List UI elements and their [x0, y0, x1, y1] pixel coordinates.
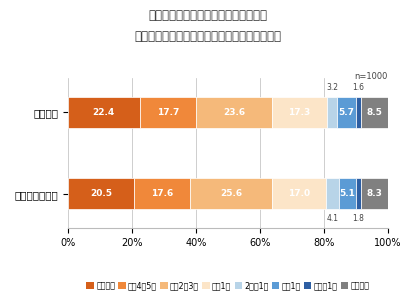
- Text: 17.0: 17.0: [288, 189, 310, 198]
- Text: 22.4: 22.4: [93, 108, 115, 117]
- Text: 3.2: 3.2: [326, 83, 338, 92]
- Bar: [339, 178, 356, 209]
- Text: 1.6: 1.6: [352, 83, 364, 92]
- Bar: [361, 97, 388, 128]
- Text: 23.6: 23.6: [223, 108, 245, 117]
- Bar: [68, 97, 140, 128]
- Text: 8.3: 8.3: [367, 189, 383, 198]
- Bar: [190, 178, 272, 209]
- Text: 17.7: 17.7: [157, 108, 179, 117]
- Text: 4.1: 4.1: [327, 214, 339, 223]
- Bar: [356, 97, 361, 128]
- Legend: ほぼ毎日, 週に4・5日, 週に2・3日, 週に1日, 2週に1日, 月に1日, 半年に1日, それ以下: ほぼ毎日, 週に4・5日, 週に2・3日, 週に1日, 2週に1日, 月に1日,…: [86, 281, 370, 290]
- Bar: [196, 97, 272, 128]
- Bar: [362, 178, 388, 209]
- Bar: [356, 178, 362, 209]
- Text: 25.6: 25.6: [220, 189, 242, 198]
- Bar: [68, 178, 134, 209]
- Text: コロナが落ち着いてから現在の、お出かけ頻度: コロナが落ち着いてから現在の、お出かけ頻度: [134, 30, 282, 43]
- Text: 20.5: 20.5: [90, 189, 112, 198]
- Bar: [326, 178, 339, 209]
- Bar: [134, 178, 190, 209]
- Text: コロナにより外出制限がされる前と、: コロナにより外出制限がされる前と、: [148, 9, 268, 22]
- Bar: [272, 178, 326, 209]
- Text: 8.5: 8.5: [366, 108, 382, 117]
- Bar: [272, 97, 327, 128]
- Text: 17.3: 17.3: [288, 108, 311, 117]
- Bar: [338, 97, 356, 128]
- Text: 17.6: 17.6: [151, 189, 173, 198]
- Text: n=1000: n=1000: [355, 72, 388, 81]
- Text: 1.8: 1.8: [353, 214, 364, 223]
- Text: 5.7: 5.7: [338, 108, 354, 117]
- Bar: [140, 97, 196, 128]
- Text: 5.1: 5.1: [340, 189, 356, 198]
- Bar: [327, 97, 338, 128]
